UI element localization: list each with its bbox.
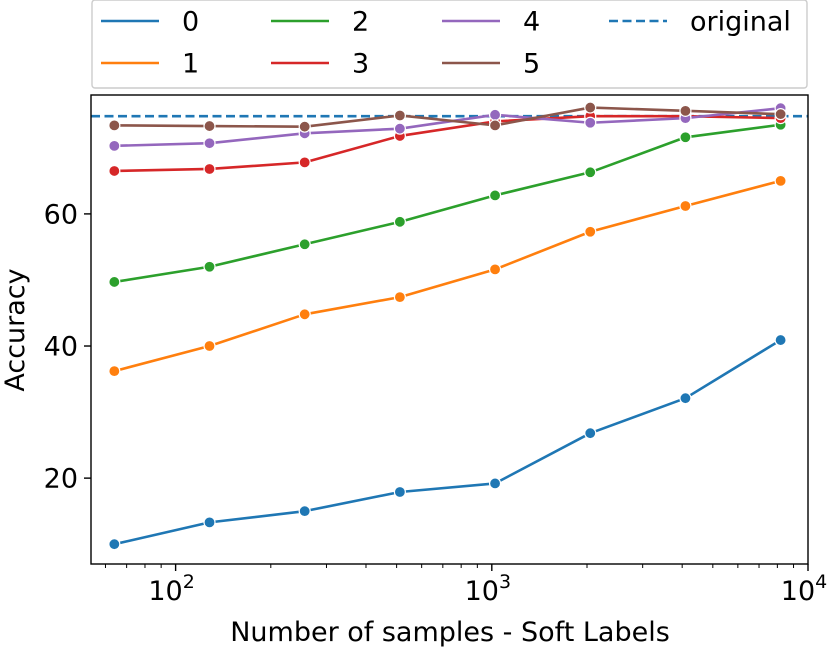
data-point-series-0-2 xyxy=(298,505,311,518)
data-point-series-4-4 xyxy=(488,108,502,121)
data-point-series-2-0 xyxy=(108,275,121,289)
data-point-series-0-5 xyxy=(584,427,597,440)
data-point-series-4-5 xyxy=(584,116,597,129)
data-point-series-1-1 xyxy=(203,339,216,353)
data-point-series-1-7 xyxy=(774,174,787,187)
x-axis-label: Number of samples - Soft Labels xyxy=(230,617,670,647)
data-point-series-5-6 xyxy=(679,104,692,117)
series-line-3 xyxy=(114,114,781,173)
plot-frame xyxy=(90,94,809,565)
series-line-1 xyxy=(113,179,781,373)
data-point-series-3-1 xyxy=(203,162,216,176)
y-tick-label-1: 40 xyxy=(44,332,78,363)
plot-area xyxy=(90,94,809,565)
x-tick-exponent-0: 2 xyxy=(183,571,195,593)
data-point-series-2-6 xyxy=(679,131,692,144)
x-tick-exponent-1: 3 xyxy=(499,571,511,593)
data-point-series-2-2 xyxy=(298,238,311,251)
data-point-series-4-1 xyxy=(203,137,216,150)
legend-label-3: 3 xyxy=(352,49,369,80)
data-point-series-3-0 xyxy=(108,164,121,178)
data-point-series-0-1 xyxy=(203,516,216,529)
series-line-2 xyxy=(114,123,781,284)
data-point-series-5-3 xyxy=(393,109,406,122)
data-point-series-0-7 xyxy=(774,333,787,347)
data-point-series-0-3 xyxy=(393,485,406,499)
data-point-series-2-3 xyxy=(393,215,406,228)
data-point-series-4-3 xyxy=(393,122,406,135)
x-tick-label-2: 104 xyxy=(781,571,827,607)
y-tick-label-2: 60 xyxy=(44,199,78,230)
legend-label-5: 5 xyxy=(523,49,540,80)
data-point-series-0-4 xyxy=(488,477,502,490)
legend: 0 1 2 3 4 5 original xyxy=(91,0,808,89)
data-point-series-1-2 xyxy=(298,308,311,321)
x-tick-label-0: 102 xyxy=(148,571,194,607)
legend-label-original: original xyxy=(690,7,791,38)
data-point-series-1-0 xyxy=(108,365,121,378)
legend-label-4: 4 xyxy=(523,7,540,38)
data-point-series-5-7 xyxy=(774,108,787,121)
series-line-4 xyxy=(114,106,781,148)
data-point-series-2-5 xyxy=(584,166,597,179)
data-point-series-5-2 xyxy=(298,120,311,133)
data-point-series-5-5 xyxy=(584,101,597,114)
data-point-series-3-2 xyxy=(298,156,311,169)
data-point-series-1-3 xyxy=(393,291,406,304)
x-tick-exponent-2: 4 xyxy=(815,571,827,593)
data-point-series-1-4 xyxy=(488,263,502,276)
y-tick-label-0: 20 xyxy=(44,464,78,495)
data-point-series-1-6 xyxy=(679,199,692,213)
data-point-series-0-0 xyxy=(108,538,121,551)
x-tick-label-1: 103 xyxy=(465,571,511,607)
legend-label-2: 2 xyxy=(352,7,369,38)
x-axis: 102 103 104 xyxy=(104,564,827,607)
legend-label-1: 1 xyxy=(182,49,199,80)
data-point-series-0-6 xyxy=(679,392,692,405)
legend-label-0: 0 xyxy=(182,7,199,38)
y-axis-label: Accuracy xyxy=(0,268,31,391)
data-point-series-5-0 xyxy=(108,119,121,132)
series-line-0 xyxy=(114,338,782,546)
data-point-series-2-4 xyxy=(488,189,502,202)
y-axis: 20 40 60 xyxy=(44,199,91,495)
data-point-series-1-5 xyxy=(584,225,597,238)
data-point-series-4-0 xyxy=(108,139,121,152)
series-line-5 xyxy=(114,106,781,129)
data-point-series-2-1 xyxy=(203,260,216,273)
data-point-series-5-1 xyxy=(203,119,216,133)
data-point-series-5-4 xyxy=(488,119,502,132)
